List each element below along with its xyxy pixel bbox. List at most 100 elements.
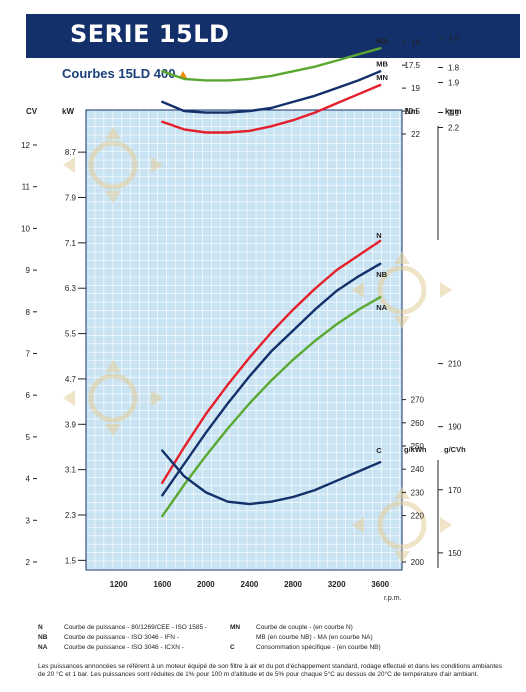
kw-axis-label: kW [62,107,74,116]
series-line-n [161,239,382,484]
logo-arrow [394,487,410,499]
logo-arrow [440,517,452,533]
logo-ring [377,500,427,550]
cv-axis-label: CV [26,107,38,116]
logo-arrow [352,282,364,298]
series-line-c [161,449,382,506]
logo-arrow [63,390,75,406]
logo-arrow [105,424,121,436]
kw-tick-label: 2.3 [65,511,77,520]
logo-arrow [440,282,452,298]
gcvh-tick-label: 210 [448,360,462,369]
cv-tick-label: 11 [22,183,31,192]
gcvh-tick-label: 170 [448,486,462,495]
gkwh-axis-label: g/kWh [404,445,427,454]
x-tick-label: 3200 [328,580,346,589]
logo-arrow [151,390,163,406]
nm-tick-label: 19 [411,84,420,93]
performance-chart: CV kW 12 11 10 9 8 7 6 5 4 3 2 8.7 7.9 7.1 6.3 5.5 4.7 3.9 3… [21,33,466,602]
gcvh-tick-label: 150 [448,549,462,558]
series-line-ma [161,47,382,82]
series-line-nb [161,262,382,497]
kw-tick-label: 4.7 [65,375,77,384]
logo-arrow [63,157,75,173]
series-line-mb [161,70,382,114]
series-label-c: C [376,446,382,455]
logo-arrow [105,191,121,203]
gkwh-tick-label: 270 [411,396,425,405]
kgm-tick-label: 1.8 [448,63,460,72]
watermark-logo-icon [63,127,163,203]
kgm-tick-label: 2.1 [448,108,460,117]
series-label-na: NA [376,303,387,312]
x-tick-label: 2400 [241,580,259,589]
nm-tick-label: 22 [411,130,420,139]
kw-tick-label: 1.5 [65,556,77,565]
series-label-mn: MN [376,73,388,82]
series-label-mb: MB [376,59,388,68]
plot-border [85,109,403,571]
plot-area [86,110,402,570]
cv-tick-label: 3 [26,516,31,525]
nm-tick-label: 17.5 [404,61,420,70]
watermark-logo-icon [352,252,452,328]
cv-tick-label: 6 [26,391,31,400]
kgm-tick-label: 1.6 [448,33,460,42]
logo-ring [88,373,138,423]
gkwh-tick-label: 230 [411,488,425,497]
page-title: SERIE 15LD [70,20,230,48]
x-axis-label: r.p.m. [384,595,402,602]
cv-tick-label: 4 [26,475,31,484]
x-tick-label: 3600 [371,580,389,589]
gkwh-tick-label: 200 [411,558,425,567]
kgm-axis-label: kgm [445,107,461,116]
logo-arrow [394,316,410,328]
logo-arrow [105,127,121,139]
logo-arrow [352,517,364,533]
logo-arrow [151,157,163,173]
watermark-logo-icon [352,487,452,563]
logo-arrow [105,360,121,372]
gcvh-axis-label: g/CVh [444,445,466,454]
kgm-tick-label: 2.2 [448,123,460,132]
chart-subtitle: Courbes 15LD 400 [62,66,176,81]
x-tick-label: 2000 [197,580,215,589]
series-label-nb: NB [376,270,387,279]
kw-tick-label: 3.1 [65,466,77,475]
footnote: Les puissances annoncées se réfèrent à u… [38,663,503,678]
nm-tick-label: 20.5 [404,107,420,116]
logo-arrow [394,551,410,563]
series-line-mn [161,83,382,134]
nm-tick-label: 16 [411,38,420,47]
kw-tick-label: 7.9 [65,194,77,203]
kw-tick-label: 5.5 [65,330,77,339]
series-line-na [161,296,382,518]
cv-tick-label: 5 [26,433,31,442]
kgm-tick-label: 1.9 [448,78,460,87]
triangle-icon [179,71,187,78]
logo-ring [88,140,138,190]
header-banner: SERIE 15LD [26,14,520,58]
x-tick-label: 1200 [110,580,128,589]
kw-tick-label: 7.1 [65,239,77,248]
series-label-ma: MA [376,36,388,45]
kw-tick-label: 3.9 [65,420,77,429]
gcvh-tick-label: 190 [448,423,462,432]
kw-tick-label: 8.7 [65,148,77,157]
cv-tick-label: 7 [26,350,31,359]
gkwh-tick-label: 240 [411,465,425,474]
cv-tick-label: 10 [21,224,30,233]
cv-tick-label: 12 [21,141,30,150]
cv-tick-label: 2 [26,558,31,567]
x-tick-label: 1600 [153,580,171,589]
nm-axis-label: Nm [405,107,418,116]
series-label-n: N [376,231,381,240]
gkwh-tick-label: 220 [411,512,425,521]
gkwh-tick-label: 260 [411,419,425,428]
kw-tick-label: 6.3 [65,284,77,293]
x-tick-label: 2800 [284,580,302,589]
cv-tick-label: 8 [26,308,31,317]
logo-ring [377,265,427,315]
logo-arrow [394,252,410,264]
cv-tick-label: 9 [26,266,31,275]
